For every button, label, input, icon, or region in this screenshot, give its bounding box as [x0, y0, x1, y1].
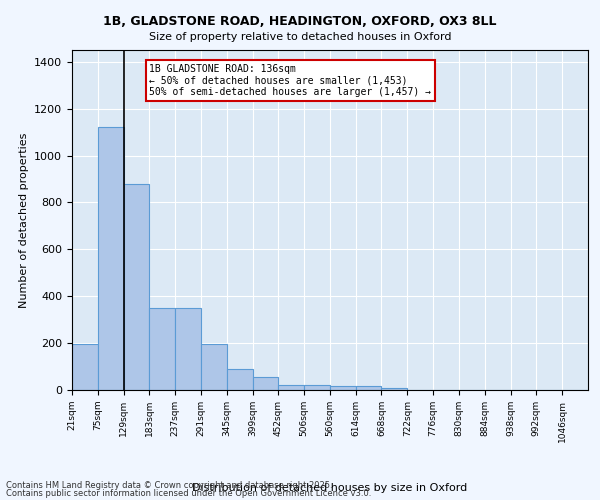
Bar: [98, 128, 124, 390]
Text: Contains public sector information licensed under the Open Government Licence v3: Contains public sector information licen…: [6, 488, 371, 498]
Text: 1B GLADSTONE ROAD: 136sqm
← 50% of detached houses are smaller (1,453)
50% of se: 1B GLADSTONE ROAD: 136sqm ← 50% of detac…: [149, 64, 431, 98]
Bar: [175, 308, 201, 390]
Text: Size of property relative to detached houses in Oxford: Size of property relative to detached ho…: [149, 32, 451, 42]
Text: Contains HM Land Registry data © Crown copyright and database right 2025.: Contains HM Land Registry data © Crown c…: [6, 481, 332, 490]
Bar: [330, 386, 356, 390]
Bar: [201, 344, 227, 390]
Bar: [304, 386, 330, 390]
Y-axis label: Number of detached properties: Number of detached properties: [19, 132, 29, 308]
Bar: [149, 308, 175, 390]
Bar: [124, 184, 149, 390]
Bar: [356, 386, 382, 390]
Bar: [227, 369, 253, 390]
Bar: [72, 344, 98, 390]
X-axis label: Distribution of detached houses by size in Oxford: Distribution of detached houses by size …: [193, 484, 467, 494]
Bar: [278, 386, 304, 390]
Bar: [382, 388, 407, 390]
Text: 1B, GLADSTONE ROAD, HEADINGTON, OXFORD, OX3 8LL: 1B, GLADSTONE ROAD, HEADINGTON, OXFORD, …: [103, 15, 497, 28]
Bar: [253, 377, 278, 390]
